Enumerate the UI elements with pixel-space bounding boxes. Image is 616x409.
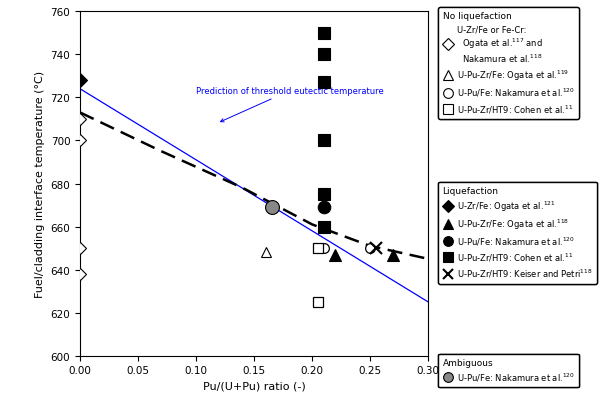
Y-axis label: Fuel/cladding interface temperature (°C): Fuel/cladding interface temperature (°C) (35, 71, 45, 297)
Legend: U-Pu/Fe: Nakamura et al.$^{120}$: U-Pu/Fe: Nakamura et al.$^{120}$ (439, 354, 579, 387)
Legend: U-Zr/Fe: Ogata et al.$^{121}$, U-Pu-Zr/Fe: Ogata et al.$^{118}$, U-Pu/Fe: Nakamu: U-Zr/Fe: Ogata et al.$^{121}$, U-Pu-Zr/F… (439, 182, 597, 284)
X-axis label: Pu/(U+Pu) ratio (-): Pu/(U+Pu) ratio (-) (203, 381, 306, 391)
Text: Prediction of threshold eutectic temperature: Prediction of threshold eutectic tempera… (196, 87, 384, 123)
Legend: U-Zr/Fe or Fe-Cr:
  Ogata et al.$^{117}$ and
  Nakamura et al.$^{118}$, U-Pu-Zr/: U-Zr/Fe or Fe-Cr: Ogata et al.$^{117}$ a… (439, 8, 579, 119)
